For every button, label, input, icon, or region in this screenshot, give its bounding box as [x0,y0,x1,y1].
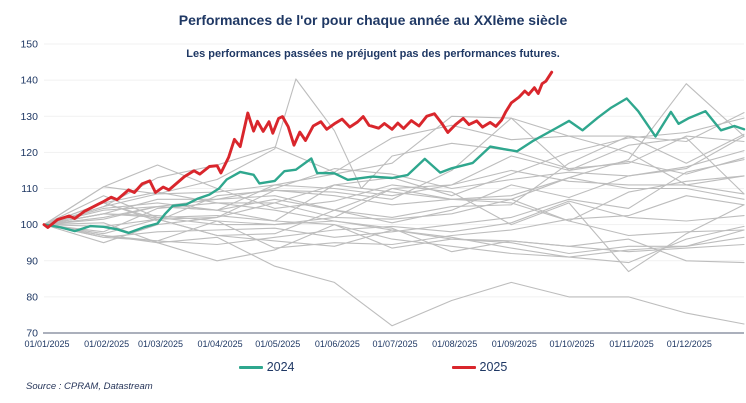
chart-legend: 2024 2025 [0,358,746,376]
series-line-2009 [43,83,745,226]
x-axis-tick-label: 01/05/2025 [255,339,300,349]
y-axis-tick-label: 140 [20,75,38,87]
series-line-2016 [43,124,745,226]
y-axis-tick-label: 90 [26,255,38,267]
series-line-2020 [43,115,745,226]
series-line-2025 [42,70,554,229]
legend-item-2024: 2024 [238,360,295,374]
series-line-2023 [43,175,745,226]
series-line-2010 [43,117,745,227]
y-axis-tick-label: 110 [21,183,38,195]
series-line-2021 [43,224,745,262]
legend-label-2024: 2024 [266,360,295,374]
series-line-2018 [43,213,745,258]
series-line-2022 [43,202,745,264]
x-axis-tick-label: 01/11/2025 [609,339,653,349]
series-line-2015 [43,195,745,264]
legend-swatch-2024 [238,365,263,369]
x-axis-tick-label: 01/07/2025 [373,339,418,349]
x-axis-tick-label: 01/09/2025 [492,339,537,349]
x-axis-tick-label: 01/06/2025 [315,339,360,349]
x-axis-tick-label: 01/10/2025 [549,339,594,349]
series-line-2004 [43,195,745,249]
series-line-2017 [43,169,745,226]
y-axis-tick-label: 150 [20,39,38,51]
legend-item-2025: 2025 [451,360,508,374]
chart-subtitle: Les performances passées ne préjugent pa… [186,48,560,60]
series-line-2024 [42,97,746,235]
series-line-2006 [43,78,745,226]
y-axis-tick-label: 80 [26,291,38,303]
x-axis-tick-label: 01/01/2025 [24,339,69,349]
y-axis-tick-label: 70 [26,328,38,340]
x-axis-tick-label: 01/03/2025 [138,339,183,349]
series-line-2019 [43,155,745,226]
x-axis-tick-label: 01/12/2025 [667,339,712,349]
y-axis-tick-label: 130 [20,111,38,123]
x-axis-tick-label: 01/08/2025 [432,339,477,349]
x-axis-tick-label: 01/04/2025 [198,339,243,349]
chart-title: Performances de l'or pour chaque année a… [178,12,568,28]
legend-label-2025: 2025 [479,360,508,374]
series-line-2005 [43,159,745,238]
x-axis-tick-label: 01/02/2025 [84,339,129,349]
series-line-2008 [43,164,745,273]
source-note: Source : CPRAM, Datastream [26,381,153,392]
y-axis-tick-label: 100 [20,219,38,231]
series-line-2013 [43,222,745,327]
legend-swatch-2025 [451,365,476,369]
y-axis-tick-label: 120 [20,147,38,159]
